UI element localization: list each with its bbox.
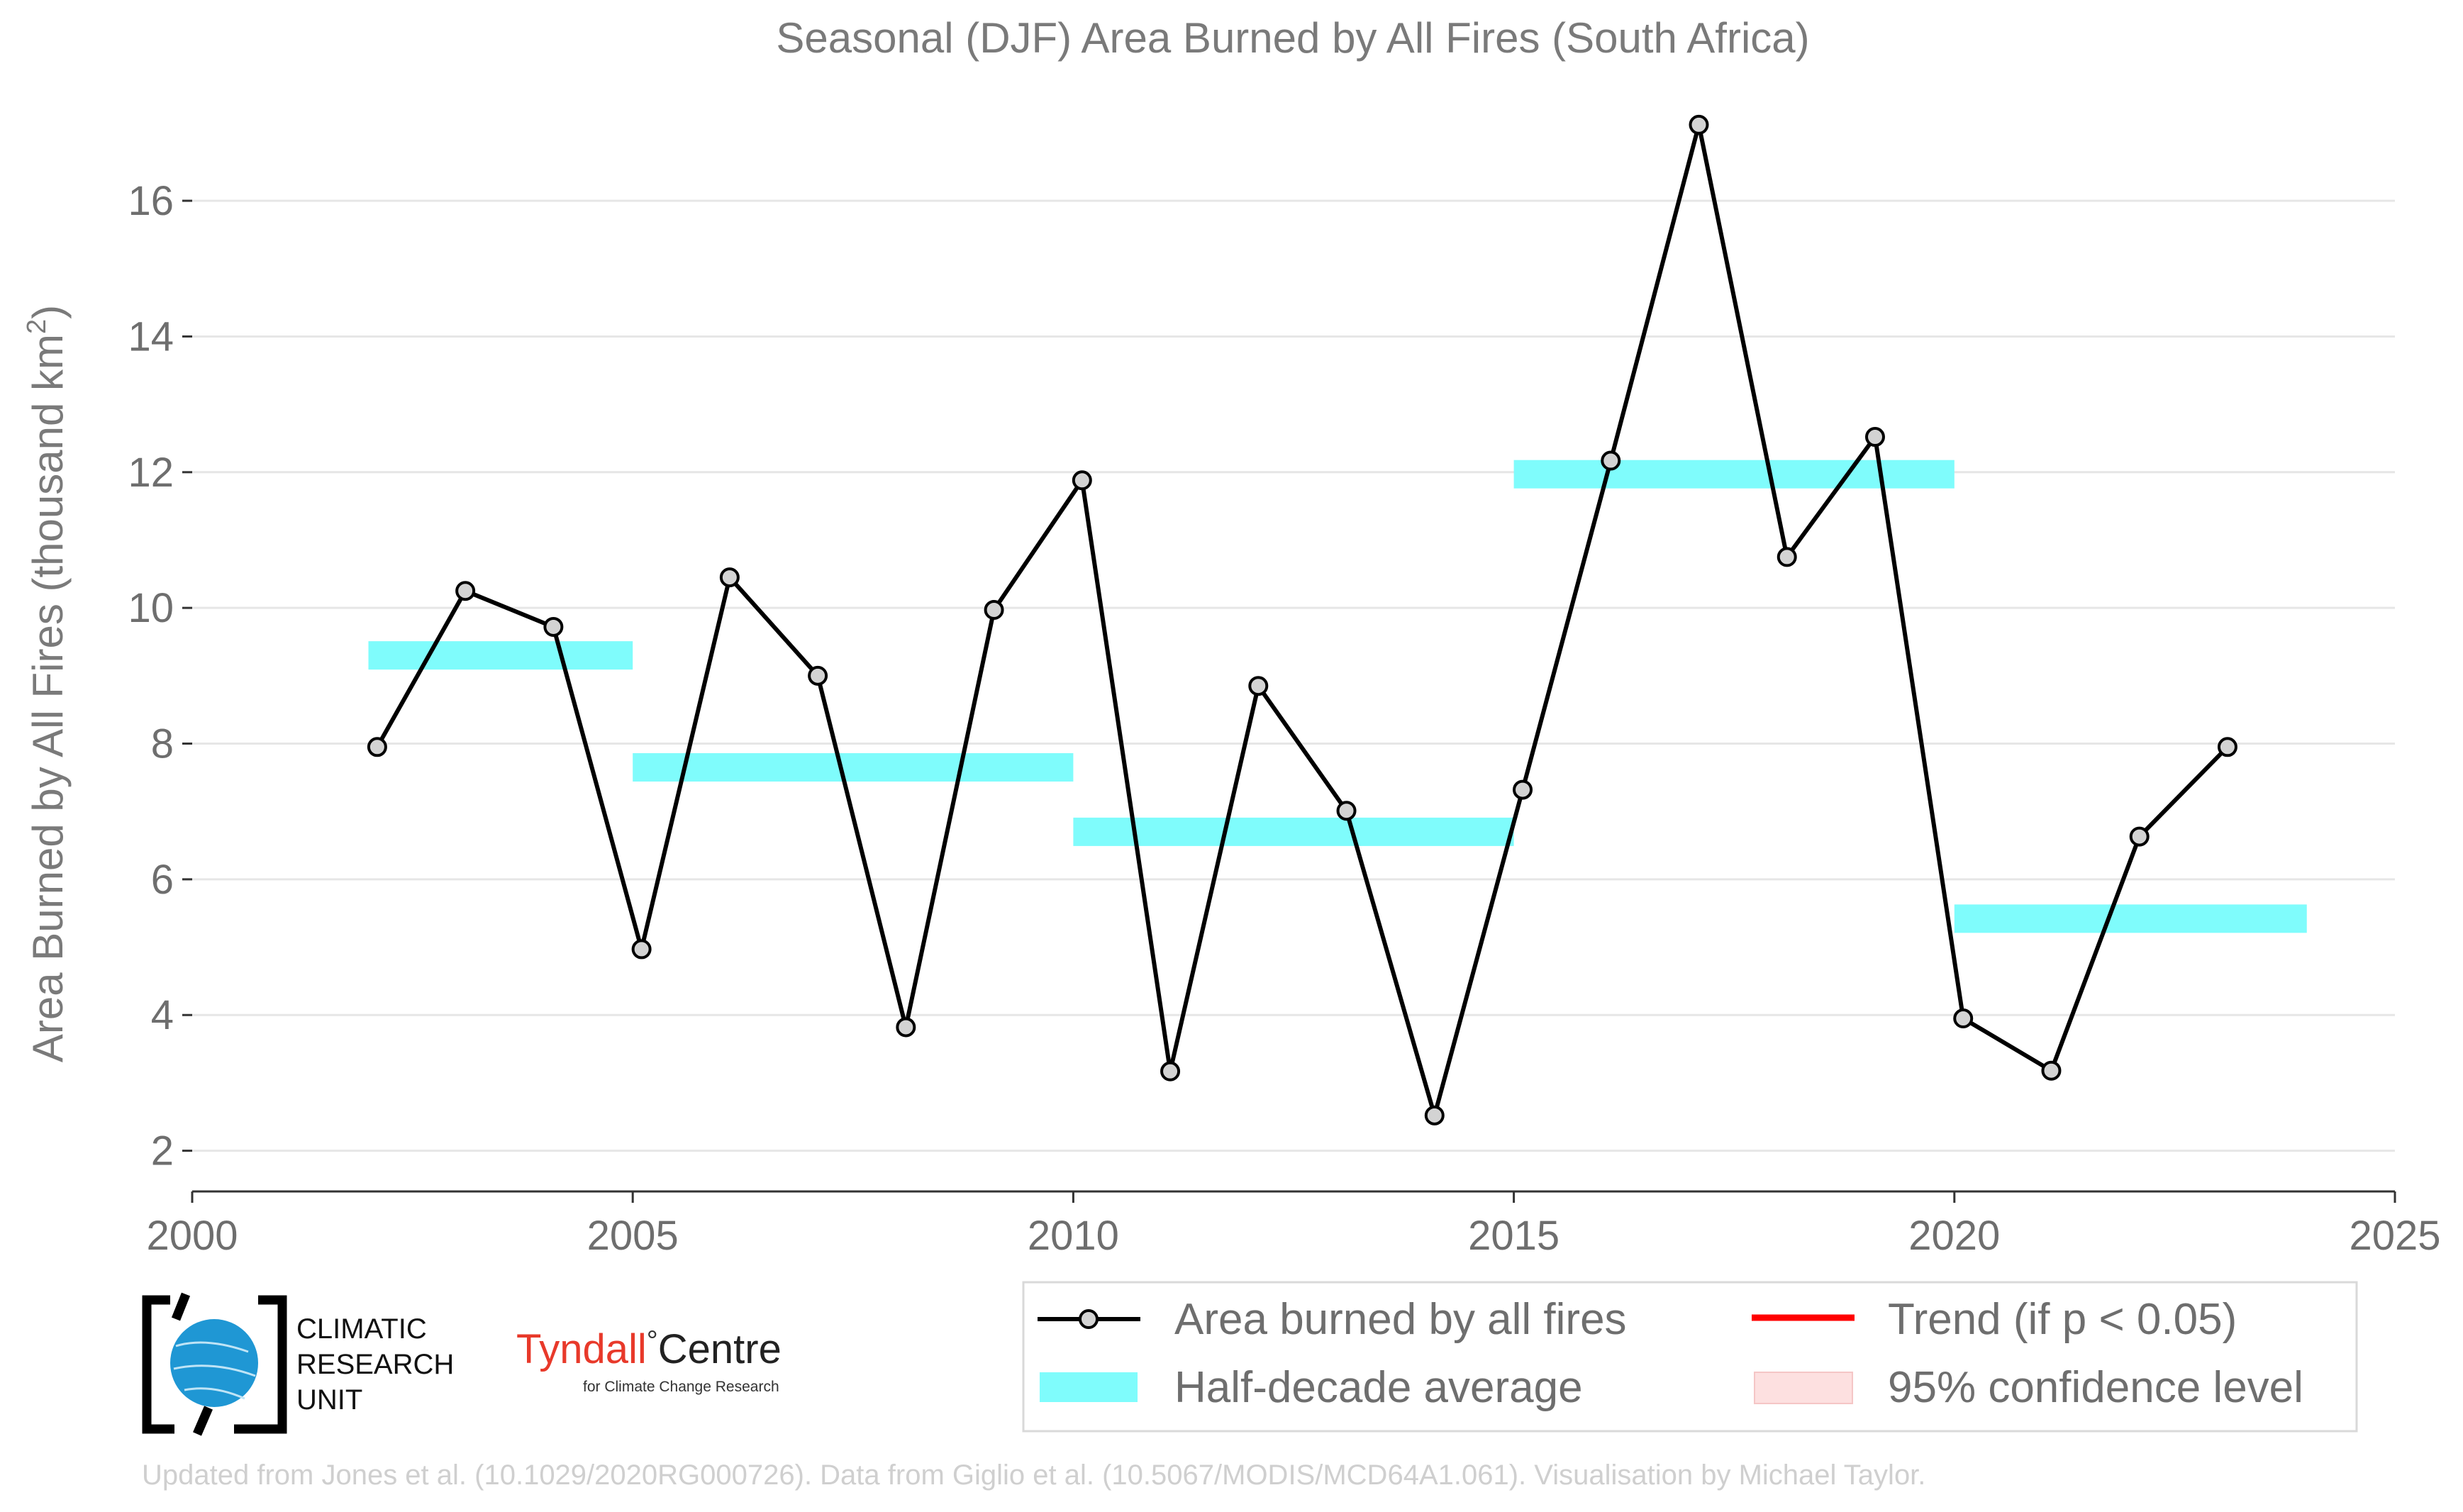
x-tick-labels: 2000 2005 2010 2015 2020 2025	[146, 1191, 2441, 1259]
data-point	[631, 939, 652, 960]
cru-text-line1: CLIMATIC	[296, 1313, 427, 1345]
y-tick-label: 4	[151, 992, 174, 1038]
x-tick-label: 2025	[2349, 1213, 2440, 1259]
tyndall-logo-text: Tyndall°Centre	[516, 1325, 782, 1372]
tyndall-centre-word: Centre	[658, 1326, 782, 1372]
cru-text-line3: UNIT	[296, 1384, 362, 1416]
data-point	[2129, 826, 2150, 847]
cru-globe-icon	[170, 1319, 258, 1407]
legend-label-half-decade: Half-decade average	[1174, 1363, 1583, 1412]
tyndall-subtitle: for Climate Change Research	[583, 1379, 779, 1395]
data-point	[455, 581, 476, 601]
legend-confidence-swatch	[1754, 1372, 1853, 1404]
y-tick-label: 12	[128, 450, 174, 496]
data-point	[1953, 1008, 1974, 1029]
cru-text-line2: RESEARCH	[296, 1349, 454, 1380]
data-point	[984, 600, 1004, 621]
x-tick-label: 2010	[1028, 1213, 1119, 1259]
legend-label-area-burned: Area burned by all fires	[1174, 1295, 1627, 1344]
legend-average-swatch	[1040, 1372, 1138, 1402]
cru-slash-bottom	[193, 1406, 213, 1436]
x-tick-label: 2015	[1468, 1213, 1559, 1259]
cru-logo: CLIMATIC RESEARCH UNIT	[142, 1292, 454, 1436]
y-tick-label: 16	[128, 178, 174, 224]
cru-bracket-left	[142, 1295, 174, 1434]
data-point	[1513, 779, 1533, 800]
cru-slash-top	[171, 1292, 191, 1321]
y-axis-label-close: )	[24, 305, 72, 319]
chart-title: Seasonal (DJF) Area Burned by All Fires …	[776, 14, 1809, 62]
legend-marker-swatch	[1079, 1309, 1099, 1329]
y-axis-label-superscript: 2	[22, 319, 52, 334]
data-point	[2041, 1060, 2062, 1081]
data-point	[543, 616, 564, 637]
cru-globe-lines	[173, 1341, 256, 1400]
tyndall-degree: °	[647, 1325, 658, 1357]
data-point	[896, 1017, 916, 1038]
y-tick-label: 8	[151, 721, 174, 767]
data-point	[1777, 547, 1797, 567]
data-point	[1336, 801, 1357, 821]
half-decade-average-bar	[1513, 460, 1955, 489]
half-decade-average-bar	[1954, 904, 2307, 933]
half-decade-average-bar	[368, 641, 633, 670]
data-point	[1248, 676, 1269, 696]
data-point	[1689, 114, 1709, 135]
data-point	[1160, 1061, 1181, 1082]
data-point	[808, 665, 828, 686]
data-point	[2217, 737, 2237, 757]
cru-bracket-right	[234, 1295, 287, 1434]
data-point	[1424, 1105, 1445, 1125]
y-tick-label: 10	[128, 585, 174, 631]
legend: Area burned by all fires Trend (if p < 0…	[1022, 1281, 2358, 1433]
data-point	[719, 567, 740, 588]
half-decade-average-bar	[1073, 817, 1514, 846]
data-point	[1072, 470, 1092, 491]
y-tick-label: 14	[128, 313, 174, 360]
legend-label-trend: Trend (if p < 0.05)	[1888, 1295, 2237, 1344]
y-tick-label: 2	[151, 1128, 174, 1174]
data-point	[1601, 450, 1621, 471]
half-decade-average-bar	[633, 753, 1074, 782]
y-tick-labels: 2 4 6 8 10 12 14 16	[128, 178, 192, 1174]
area-burned-series	[367, 114, 2237, 1125]
y-axis-label-text: Area Burned by All Fires (thousand km	[24, 334, 72, 1062]
y-tick-label: 6	[151, 857, 174, 903]
data-point	[1864, 427, 1885, 448]
y-axis-label: Area Burned by All Fires (thousand km2)	[22, 305, 72, 1062]
legend-frame	[1022, 1281, 2358, 1433]
gridlines	[192, 199, 2395, 1152]
data-point	[367, 737, 387, 757]
tyndall-logo: Tyndall°Centre for Climate Change Resear…	[516, 1325, 782, 1395]
footer-credits: Updated from Jones et al. (10.1029/2020R…	[142, 1460, 1925, 1491]
x-tick-label: 2020	[1908, 1213, 2000, 1259]
area-burned-line	[375, 122, 2230, 1118]
tyndall-word: Tyndall	[516, 1326, 647, 1372]
x-tick-label: 2000	[146, 1213, 238, 1259]
x-tick-label: 2005	[587, 1213, 679, 1259]
legend-label-confidence: 95% confidence level	[1888, 1363, 2303, 1412]
